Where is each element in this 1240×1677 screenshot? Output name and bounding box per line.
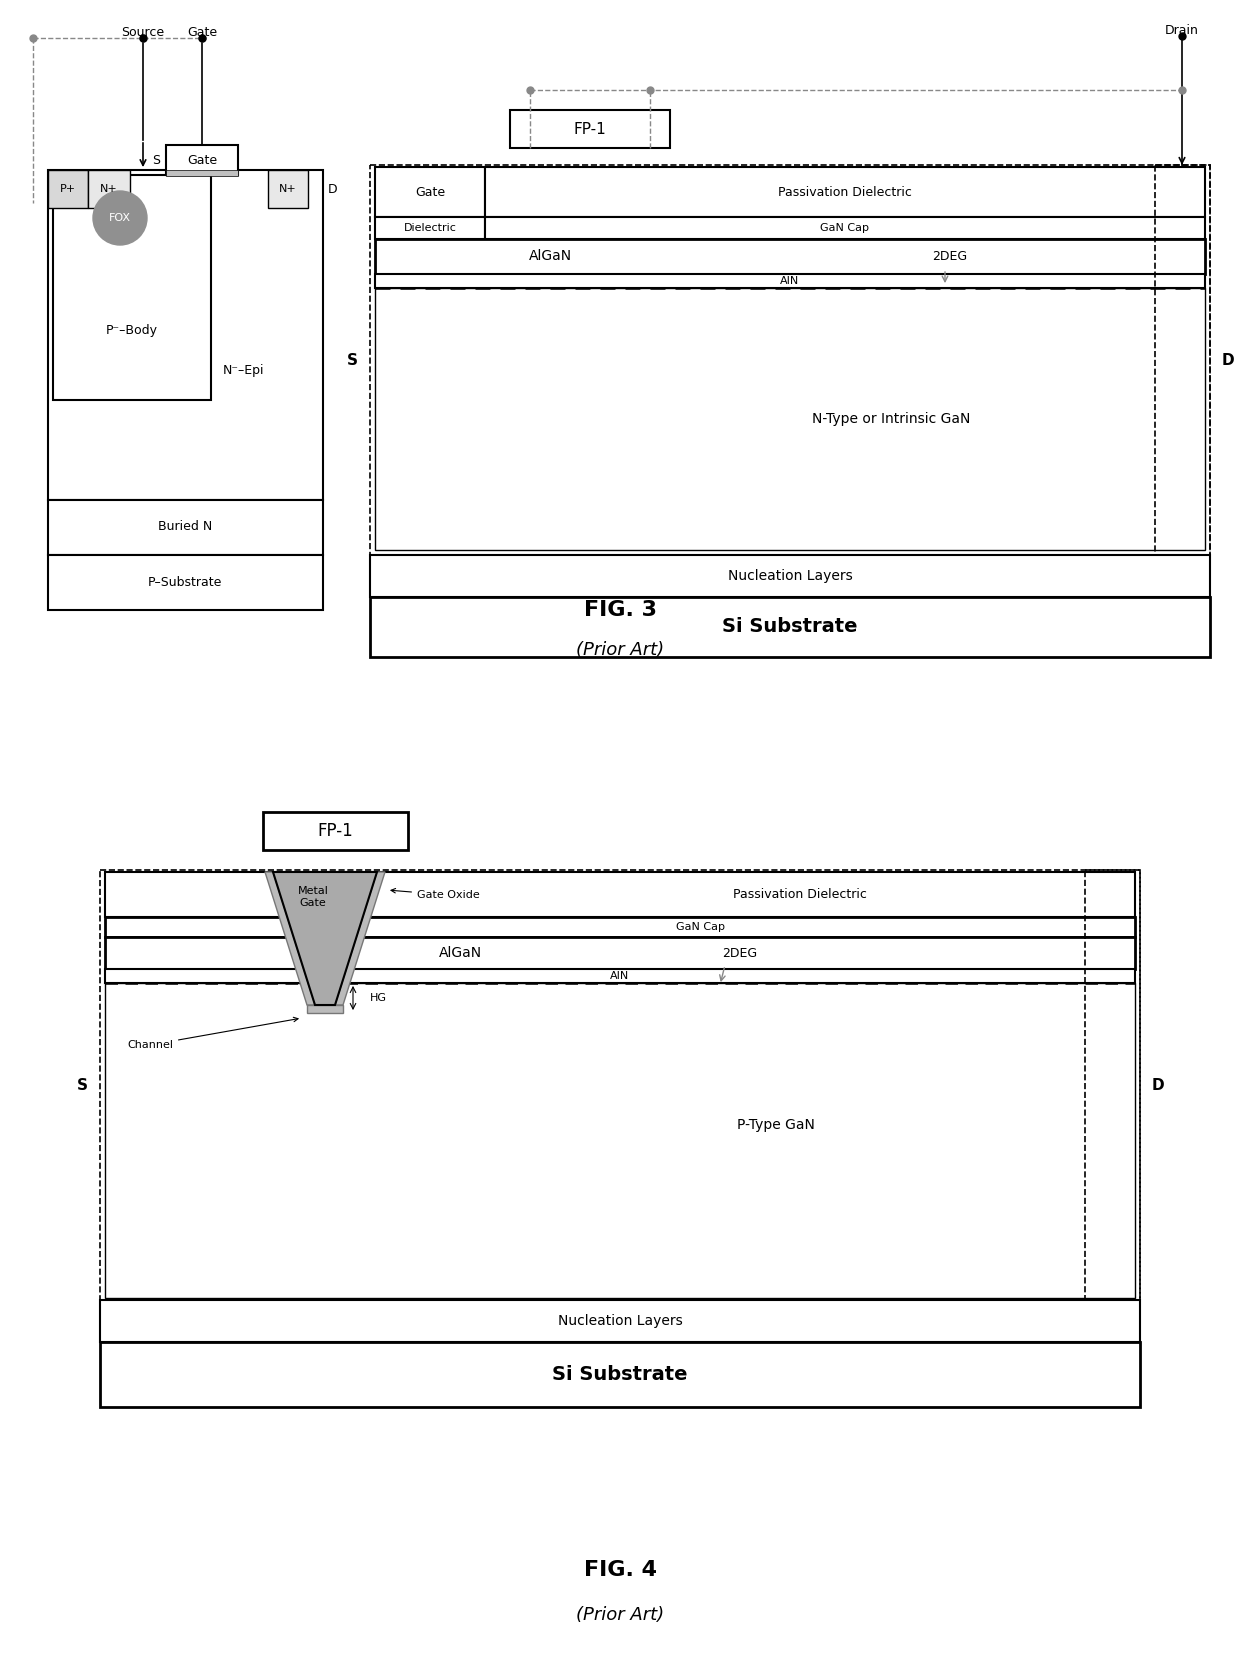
Text: FP-1: FP-1 [574, 121, 606, 136]
Bar [100, 870, 1140, 1300]
Bar [105, 983, 1135, 1298]
Text: AlGaN: AlGaN [528, 248, 572, 263]
Bar [105, 937, 1135, 969]
Text: S: S [77, 1078, 88, 1092]
Bar [48, 169, 322, 500]
Bar [100, 1300, 1140, 1342]
Bar [105, 969, 1135, 983]
Bar [374, 273, 1205, 288]
Text: Si Substrate: Si Substrate [552, 1365, 688, 1384]
Text: GaN Cap: GaN Cap [821, 223, 869, 233]
Bar [166, 169, 238, 176]
Bar [1085, 870, 1140, 1300]
Text: N+: N+ [279, 184, 296, 195]
Bar [510, 111, 670, 148]
Text: Passivation Dielectric: Passivation Dielectric [777, 186, 911, 198]
Bar [374, 288, 1205, 550]
Text: FOX: FOX [109, 213, 131, 223]
Bar [374, 168, 485, 216]
Text: Drain: Drain [1166, 23, 1199, 37]
Bar [166, 144, 238, 174]
Text: Gate: Gate [415, 186, 445, 198]
Text: Channel: Channel [126, 1018, 298, 1050]
Polygon shape [308, 1005, 343, 1013]
Bar [263, 812, 408, 850]
Text: Passivation Dielectric: Passivation Dielectric [733, 887, 867, 901]
Bar [370, 597, 1210, 657]
Text: Source: Source [122, 25, 165, 39]
Bar [485, 168, 1205, 216]
Bar [374, 216, 485, 240]
Text: 2DEG: 2DEG [932, 250, 967, 263]
Text: P⁻–Body: P⁻–Body [105, 324, 157, 337]
Bar [48, 555, 322, 610]
Text: Nucleation Layers: Nucleation Layers [728, 569, 852, 584]
Text: (Prior Art): (Prior Art) [575, 641, 665, 659]
Polygon shape [273, 872, 377, 1005]
Bar [100, 1342, 1140, 1407]
Text: FIG. 4: FIG. 4 [584, 1560, 656, 1580]
Bar [88, 169, 130, 208]
Text: Gate: Gate [187, 154, 217, 166]
Text: FP-1: FP-1 [317, 822, 353, 840]
Bar [370, 555, 1210, 597]
Bar [485, 216, 1205, 240]
Bar [370, 164, 1210, 555]
Bar [1154, 164, 1210, 555]
Bar [374, 240, 1205, 273]
Text: Gate: Gate [187, 25, 217, 39]
Text: Metal
Gate: Metal Gate [298, 885, 329, 907]
Text: Dielectric: Dielectric [403, 223, 456, 233]
Bar [53, 174, 211, 401]
Text: Si Substrate: Si Substrate [722, 617, 858, 637]
Text: AlGaN: AlGaN [439, 946, 481, 959]
Bar [268, 169, 308, 208]
Text: N⁻–Epi: N⁻–Epi [222, 364, 264, 377]
Text: N+: N+ [100, 184, 118, 195]
Text: FIG. 3: FIG. 3 [584, 600, 656, 620]
Bar [105, 872, 1135, 917]
Text: P-Type GaN: P-Type GaN [737, 1119, 815, 1132]
Text: S: S [346, 352, 357, 367]
Circle shape [93, 191, 148, 245]
Text: P+: P+ [60, 184, 76, 195]
Text: N-Type or Intrinsic GaN: N-Type or Intrinsic GaN [812, 413, 970, 426]
Polygon shape [265, 872, 315, 1005]
Bar [48, 169, 88, 208]
Text: 2DEG: 2DEG [723, 946, 758, 959]
Polygon shape [335, 872, 384, 1005]
Text: S: S [153, 154, 160, 166]
Text: D: D [329, 183, 337, 196]
Text: D: D [1152, 1078, 1164, 1092]
Text: P–Substrate: P–Substrate [148, 575, 222, 589]
Text: GaN Cap: GaN Cap [676, 922, 724, 932]
Text: HG: HG [370, 993, 387, 1003]
Text: Gate Oxide: Gate Oxide [391, 889, 480, 901]
Bar [48, 500, 322, 555]
Text: (Prior Art): (Prior Art) [575, 1607, 665, 1623]
Text: Buried N: Buried N [157, 520, 212, 533]
Text: Nucleation Layers: Nucleation Layers [558, 1315, 682, 1328]
Bar [105, 917, 1135, 937]
Text: D: D [1221, 352, 1234, 367]
Text: AIN: AIN [610, 971, 630, 981]
Text: AIN: AIN [780, 277, 800, 287]
